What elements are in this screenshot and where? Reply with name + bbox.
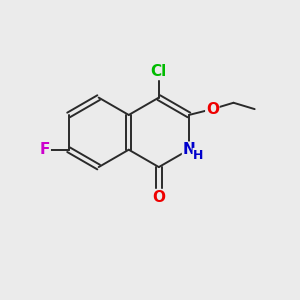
Text: O: O (152, 190, 165, 205)
Text: H: H (193, 148, 203, 161)
Text: O: O (206, 102, 219, 117)
Text: Cl: Cl (151, 64, 167, 80)
Text: F: F (40, 142, 50, 157)
Text: N: N (182, 142, 195, 157)
